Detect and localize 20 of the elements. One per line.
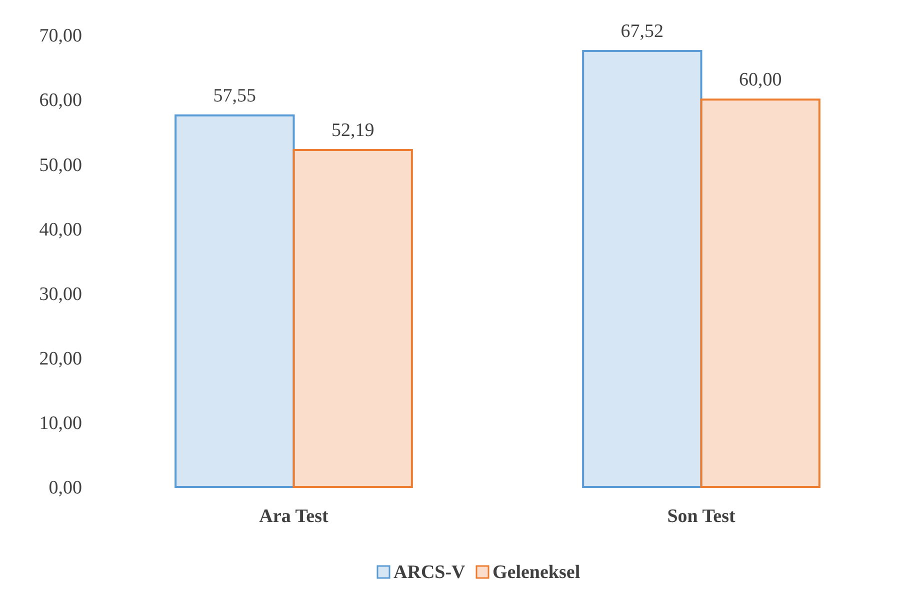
bar — [292, 149, 413, 488]
data-label: 60,00 — [738, 70, 782, 91]
legend-label: ARCS-V — [394, 562, 466, 583]
y-tick-label: 30,00 — [39, 284, 82, 305]
bar — [582, 50, 702, 488]
y-tick-label: 40,00 — [39, 219, 82, 240]
y-tick-label: 70,00 — [39, 26, 82, 47]
x-tick-label: Ara Test — [259, 506, 329, 527]
y-tick-label: 50,00 — [39, 154, 82, 176]
bar — [174, 114, 295, 488]
y-tick-label: 10,00 — [39, 413, 82, 434]
y-tick-label: 0,00 — [48, 478, 82, 499]
y-tick-label: 20,00 — [39, 348, 82, 370]
y-tick-label: 60,00 — [39, 90, 82, 112]
data-label: 52,19 — [331, 120, 374, 141]
bar — [700, 98, 820, 488]
data-label: 67,52 — [620, 21, 664, 42]
legend-label: Geleneksel — [492, 562, 580, 583]
x-tick-label: Son Test — [667, 506, 736, 527]
data-label: 57,55 — [213, 85, 256, 106]
